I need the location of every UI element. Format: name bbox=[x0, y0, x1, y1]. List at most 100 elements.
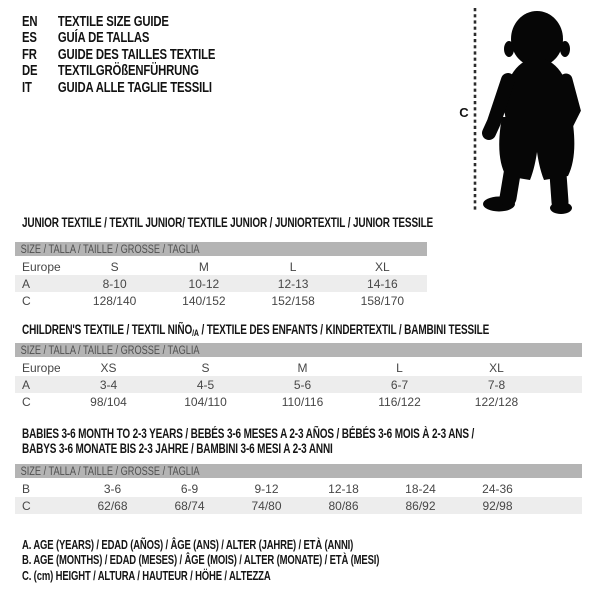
cell-value: 80/86 bbox=[328, 498, 359, 513]
cell-value: 5-6 bbox=[293, 377, 312, 392]
cell-value: 4-5 bbox=[196, 377, 215, 392]
table-row: C 128/140 140/152 152/158 158/170 bbox=[15, 292, 427, 309]
cell-value: 6-9 bbox=[180, 481, 199, 496]
table-row: B 3-6 6-9 9-12 12-18 18-24 24-36 bbox=[15, 479, 582, 497]
table-row: A 3-4 4-5 5-6 6-7 7-8 bbox=[15, 376, 582, 393]
cell-value: 8-10 bbox=[102, 276, 127, 291]
row-label: A bbox=[22, 377, 31, 392]
cell-value: M bbox=[297, 360, 308, 375]
spacer-cell bbox=[536, 497, 582, 514]
cell-value: XS bbox=[100, 360, 117, 375]
table-row: Europe S M L XL bbox=[15, 257, 427, 275]
cell-value: 62/68 bbox=[97, 498, 128, 513]
cell-value: 68/74 bbox=[174, 498, 205, 513]
spacer-cell bbox=[545, 376, 582, 393]
size-header-row: SIZE / TALLA / TAILLE / GRÖSSE / TAGLIA bbox=[15, 464, 582, 480]
row-label: C bbox=[22, 498, 31, 513]
language-row-es: ES GUÍA DE TALLAS bbox=[22, 30, 215, 46]
cell-value: 6-7 bbox=[390, 377, 409, 392]
size-header-text: SIZE / TALLA / TAILLE / GRÖSSE / TAGLIA bbox=[20, 244, 200, 256]
table-row: C 62/68 68/74 74/80 80/86 86/92 92/98 bbox=[15, 497, 582, 514]
cell-value: 104/110 bbox=[184, 394, 227, 409]
section-title-children: CHILDREN'S TEXTILE / TEXTIL NIÑO/A / TEX… bbox=[22, 322, 489, 341]
title-subscript: /A bbox=[192, 328, 199, 339]
size-header-row: SIZE / TALLA / TAILLE / GRÖSSE / TAGLIA bbox=[15, 242, 427, 258]
cell-value: 128/140 bbox=[92, 293, 137, 308]
size-table-children: SIZE / TALLA / TAILLE / GRÖSSE / TAGLIA … bbox=[15, 343, 582, 410]
language-row-de: DE TEXTILGRÖßENFÜHRUNG bbox=[22, 63, 215, 79]
cell-value: 7-8 bbox=[487, 377, 506, 392]
size-table-junior: SIZE / TALLA / TAILLE / GRÖSSE / TAGLIA … bbox=[15, 242, 427, 309]
language-code: IT bbox=[22, 79, 32, 96]
cell-value: 92/98 bbox=[482, 498, 513, 513]
section-title-junior: JUNIOR TEXTILE / TEXTIL JUNIOR/ TEXTILE … bbox=[22, 215, 434, 230]
language-label: GUIDA ALLE TAGLIE TESSILI bbox=[57, 79, 212, 96]
table-row: Europe XS S M L XL bbox=[15, 358, 582, 376]
spacer-cell bbox=[545, 393, 582, 410]
cell-value: XL bbox=[489, 360, 504, 375]
cell-value: 12-13 bbox=[277, 276, 309, 291]
title-line-2: BABYS 3-6 MONATE BIS 2-3 JAHRE / BAMBINI… bbox=[22, 441, 333, 456]
cell-value: XL bbox=[375, 259, 390, 274]
cell-value: 12-18 bbox=[328, 481, 359, 496]
cell-value: 140/152 bbox=[182, 293, 226, 308]
cell-value: 14-16 bbox=[367, 276, 398, 291]
spacer-cell bbox=[545, 358, 582, 376]
size-header-row: SIZE / TALLA / TAILLE / GRÖSSE / TAGLIA bbox=[15, 343, 582, 359]
cell-value: 98/104 bbox=[90, 394, 127, 409]
language-label: GUIDE DES TAILLES TEXTILE bbox=[57, 46, 216, 63]
row-label: B bbox=[22, 481, 31, 496]
language-row-en: EN TEXTILE SIZE GUIDE bbox=[22, 14, 215, 30]
cell-value: 116/122 bbox=[378, 394, 421, 409]
title-line-1: BABIES 3-6 MONTH TO 2-3 YEARS / BEBÉS 3-… bbox=[22, 426, 475, 441]
row-label: C bbox=[22, 394, 31, 409]
table-row: A 8-10 10-12 12-13 14-16 bbox=[15, 275, 427, 292]
row-label: Europe bbox=[22, 259, 61, 274]
cell-value: S bbox=[201, 360, 210, 375]
cell-value: 122/128 bbox=[474, 394, 519, 409]
language-label: TEXTILGRÖßENFÜHRUNG bbox=[57, 63, 199, 80]
size-header-bar: SIZE / TALLA / TAILLE / GRÖSSE / TAGLIA bbox=[15, 464, 582, 480]
cell-value: 110/116 bbox=[281, 394, 324, 409]
row-label: C bbox=[22, 293, 31, 308]
legend-line-b: B. AGE (MONTHS) / EDAD (MESES) / ÂGE (MO… bbox=[22, 553, 380, 568]
cell-value: 18-24 bbox=[405, 481, 436, 496]
title-text: CHILDREN'S TEXTILE / TEXTIL NIÑO bbox=[22, 322, 193, 337]
table-row: C 98/104 104/110 110/116 116/122 122/128 bbox=[15, 393, 582, 410]
cell-value: 10-12 bbox=[188, 276, 220, 291]
size-header-bar: SIZE / TALLA / TAILLE / GRÖSSE / TAGLIA bbox=[15, 343, 582, 359]
cell-value: L bbox=[289, 259, 297, 274]
language-code: DE bbox=[22, 63, 38, 80]
title-text: / TEXTILE DES ENFANTS / KINDERTEXTIL / B… bbox=[198, 322, 490, 337]
size-header-text: SIZE / TALLA / TAILLE / GRÖSSE / TAGLIA bbox=[20, 466, 200, 478]
language-row-fr: FR GUIDE DES TAILLES TEXTILE bbox=[22, 47, 215, 63]
height-label: C bbox=[459, 105, 469, 120]
cell-value: 3-4 bbox=[99, 377, 118, 392]
baby-silhouette-limbs bbox=[482, 73, 581, 211]
language-code: EN bbox=[22, 14, 38, 30]
language-label: GUÍA DE TALLAS bbox=[57, 30, 150, 47]
language-code: FR bbox=[22, 46, 37, 63]
spacer-cell bbox=[536, 479, 582, 497]
cell-value: M bbox=[198, 259, 209, 274]
row-label: Europe bbox=[22, 360, 60, 375]
legend-line-a: A. AGE (YEARS) / EDAD (AÑOS) / ÂGE (ANS)… bbox=[22, 538, 354, 552]
cell-value: S bbox=[110, 259, 119, 274]
legend-line-c: C. (cm) HEIGHT / ALTURA / HAUTEUR / HÖHE… bbox=[22, 568, 271, 583]
section-title-babies: BABIES 3-6 MONTH TO 2-3 YEARS / BEBÉS 3-… bbox=[22, 426, 474, 456]
cell-value: 152/158 bbox=[271, 293, 315, 308]
cell-value: 158/170 bbox=[360, 293, 405, 308]
legend: A. AGE (YEARS) / EDAD (AÑOS) / ÂGE (ANS)… bbox=[22, 538, 379, 584]
language-label: TEXTILE SIZE GUIDE bbox=[57, 14, 169, 30]
size-table-babies: SIZE / TALLA / TAILLE / GRÖSSE / TAGLIA … bbox=[15, 464, 582, 514]
cell-value: 24-36 bbox=[482, 481, 513, 496]
row-label: A bbox=[22, 276, 31, 291]
language-row-it: IT GUIDA ALLE TAGLIE TESSILI bbox=[22, 80, 215, 96]
size-header-bar: SIZE / TALLA / TAILLE / GRÖSSE / TAGLIA bbox=[15, 242, 427, 258]
cell-value: 86/92 bbox=[405, 498, 436, 513]
language-code: ES bbox=[22, 30, 37, 47]
cell-value: 9-12 bbox=[254, 481, 279, 496]
cell-value: 3-6 bbox=[103, 481, 122, 496]
language-header: EN TEXTILE SIZE GUIDE ES GUÍA DE TALLAS … bbox=[22, 14, 270, 96]
